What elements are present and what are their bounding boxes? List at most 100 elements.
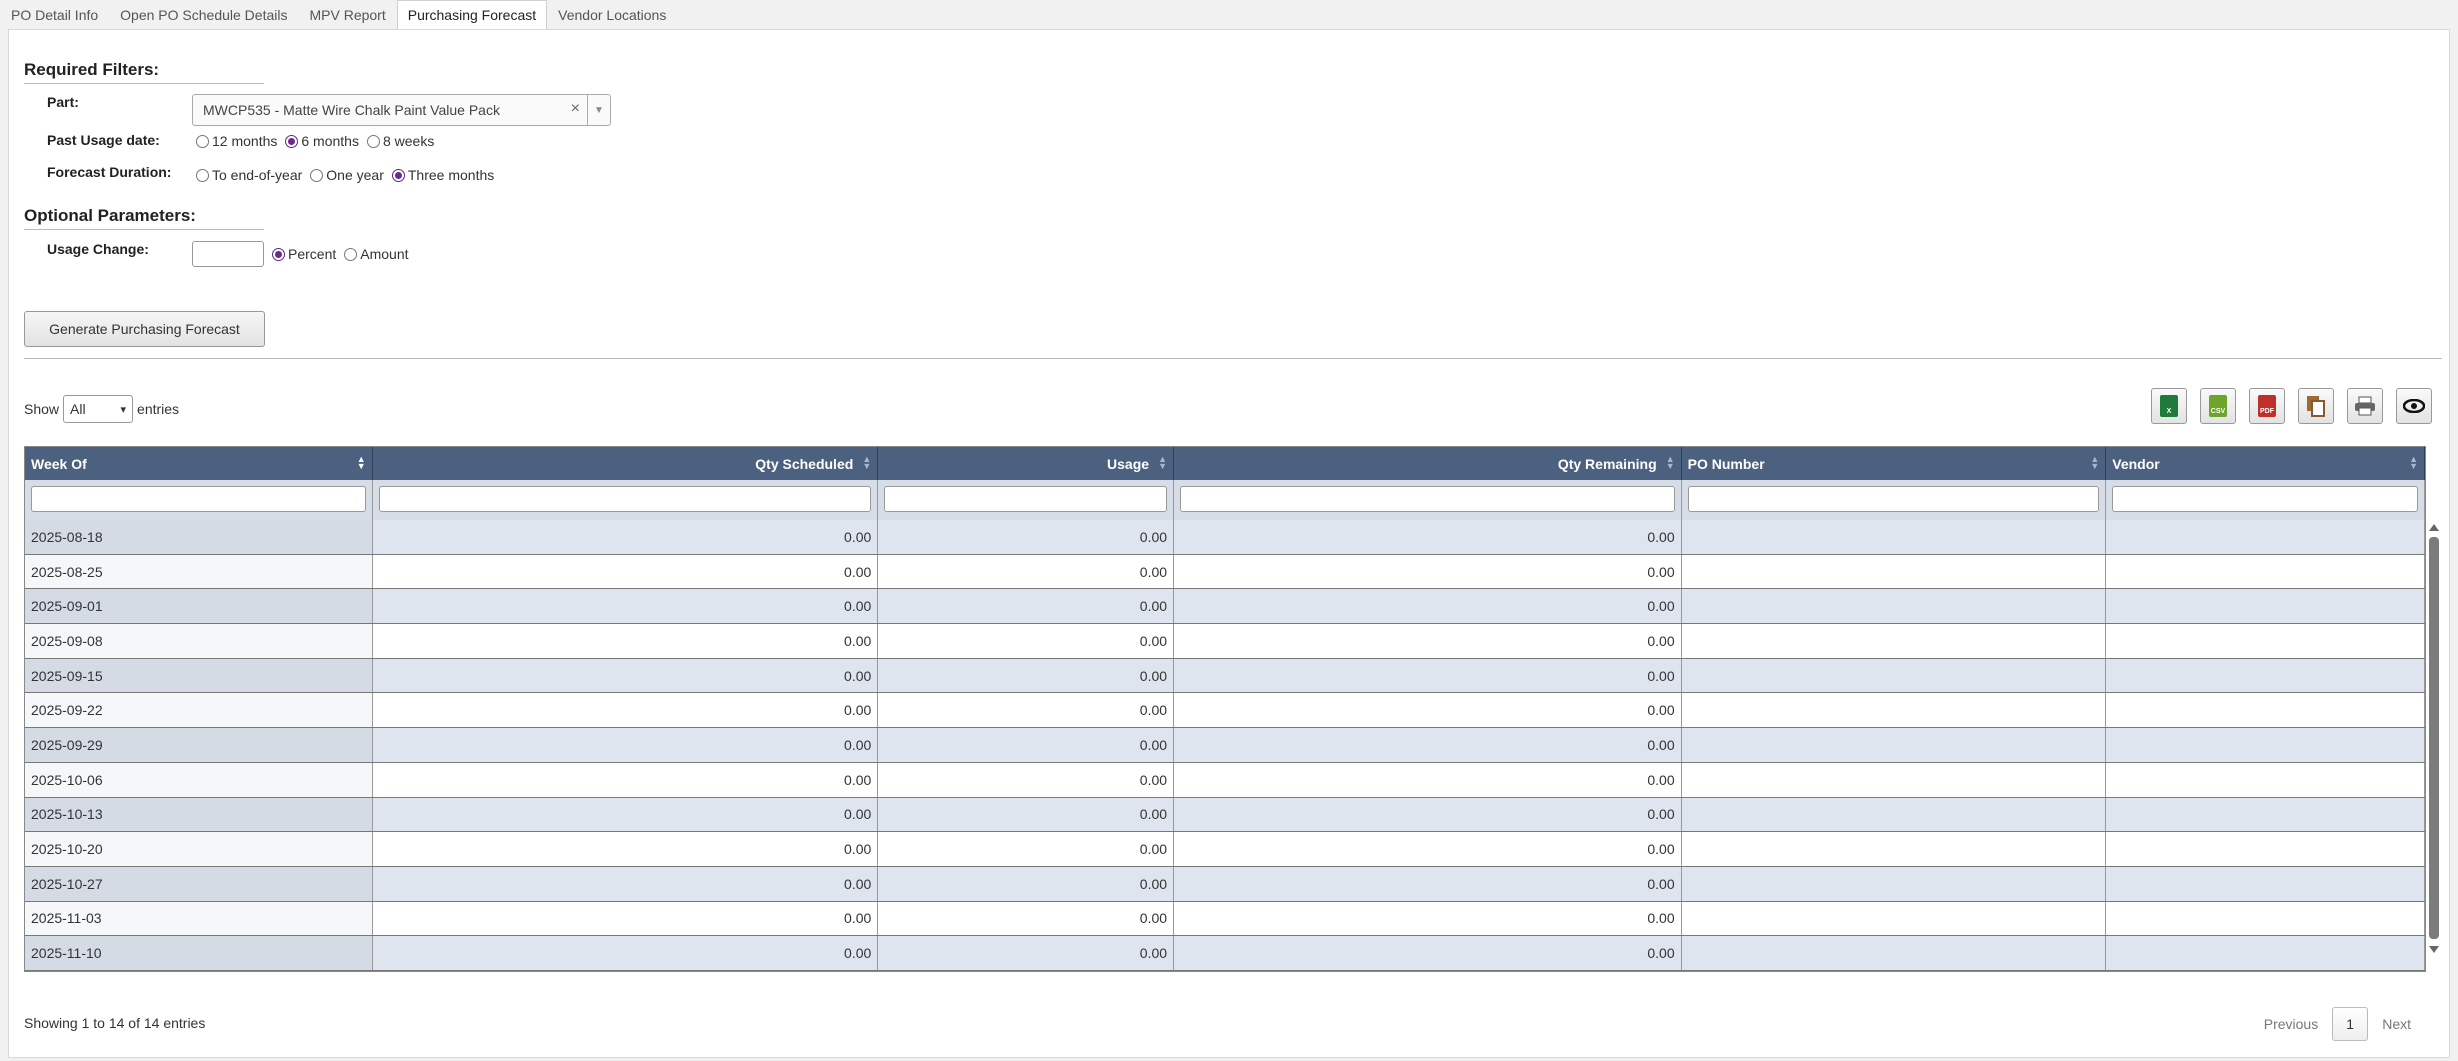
table-row[interactable]: 2025-10-13 0.00 0.00 0.00 xyxy=(25,797,2425,833)
pagination: Previous 1 Next xyxy=(2264,1007,2411,1041)
table-row[interactable]: 2025-09-08 0.00 0.00 0.00 xyxy=(25,624,2425,659)
table-row[interactable]: 2025-09-29 0.00 0.00 0.00 xyxy=(25,728,2425,763)
radio-one-year[interactable]: One year xyxy=(310,167,384,183)
sort-icon[interactable]: ▲ ▼ xyxy=(862,454,872,471)
scrollbar-graphic xyxy=(2429,524,2439,953)
radio-button[interactable] xyxy=(285,134,299,148)
sort-icon[interactable]: ▲ ▼ xyxy=(2090,454,2100,471)
chevron-down-icon[interactable]: ▼ xyxy=(587,95,610,125)
sort-icon[interactable]: ▲ ▼ xyxy=(1158,454,1168,471)
radio-percent[interactable]: Percent xyxy=(272,246,336,262)
radio-button[interactable] xyxy=(272,247,285,261)
entries-select[interactable]: All ▾ xyxy=(63,395,134,423)
print-export-button[interactable] xyxy=(2347,388,2383,424)
tab-open-po-schedule-details[interactable]: Open PO Schedule Details xyxy=(120,7,288,23)
tab-po-detail-info[interactable]: PO Detail Info xyxy=(11,7,99,23)
table-row[interactable]: 2025-09-15 0.00 0.00 0.00 xyxy=(25,658,2425,694)
radio-button[interactable] xyxy=(310,168,324,182)
optional-parameters-title: Optional Parameters: xyxy=(24,206,264,230)
radio-to-end-of-year[interactable]: To end-of-year xyxy=(196,167,302,183)
column-header-label: Vendor xyxy=(2112,455,2160,472)
table-cell: 0.00 xyxy=(373,554,879,589)
table-row[interactable]: 2025-10-20 0.00 0.00 0.00 xyxy=(25,832,2425,867)
column-header-qty-scheduled[interactable]: Qty Scheduled ▲ ▼ xyxy=(373,447,879,480)
table-row[interactable]: 2025-10-27 0.00 0.00 0.00 xyxy=(25,866,2425,902)
column-header-po-number[interactable]: PO Number ▲ ▼ xyxy=(1682,447,2107,480)
sort-icon[interactable]: ▲ ▼ xyxy=(356,454,366,471)
csv-export-button[interactable]: CSV xyxy=(2200,388,2236,424)
column-filter-input[interactable] xyxy=(378,486,872,512)
column-filter-input[interactable] xyxy=(2112,486,2418,512)
table-cell: 0.00 xyxy=(878,624,1175,658)
table-cell: 0.00 xyxy=(1174,832,1682,866)
radio-button[interactable] xyxy=(196,168,209,182)
part-select[interactable]: MWCP535 - Matte Wire Chalk Paint Value P… xyxy=(192,94,611,126)
table-row[interactable]: 2025-08-25 0.00 0.00 0.00 xyxy=(25,554,2425,590)
scrollbar-thumb xyxy=(2429,537,2439,939)
table-cell: 0.00 xyxy=(878,589,1175,624)
column-header-week-of[interactable]: Week Of ▲ ▼ xyxy=(25,447,373,480)
generate-purchasing-forecast-button[interactable]: Generate Purchasing Forecast xyxy=(24,311,265,347)
column-header-vendor[interactable]: Vendor ▲ ▼ xyxy=(2106,447,2425,480)
table-cell: 0.00 xyxy=(878,728,1175,762)
table-cell: 2025-09-29 xyxy=(25,728,373,762)
table-cell xyxy=(2106,866,2425,901)
table-cell: 0.00 xyxy=(1174,589,1682,624)
tab-vendor-locations[interactable]: Vendor Locations xyxy=(558,7,667,23)
excel-export-button[interactable]: X xyxy=(2151,388,2187,424)
table-row[interactable]: 2025-09-01 0.00 0.00 0.00 xyxy=(25,589,2425,625)
column-filter-input[interactable] xyxy=(1180,486,1675,512)
column-header-usage[interactable]: Usage ▲ ▼ xyxy=(878,447,1175,480)
table-cell xyxy=(2106,693,2425,728)
radio-8-weeks[interactable]: 8 weeks xyxy=(366,133,435,149)
page-button-1[interactable]: 1 xyxy=(2332,1007,2369,1041)
sort-icon[interactable]: ▲ ▼ xyxy=(2409,454,2418,471)
table-row[interactable]: 2025-11-10 0.00 0.00 0.00 xyxy=(25,936,2425,971)
tab-purchasing-forecast[interactable]: Purchasing Forecast xyxy=(396,0,548,29)
forecast-table: Week Of ▲ ▼ Qty Scheduled ▲ ▼ Usage ▲ ▼ Qty Remai… xyxy=(24,446,2439,972)
sort-icon[interactable]: ▲ ▼ xyxy=(1665,454,1675,471)
table-cell: 0.00 xyxy=(373,728,879,762)
radio-button[interactable] xyxy=(366,134,380,148)
table-cell: 0.00 xyxy=(1174,797,1682,832)
past-usage-label: Past Usage date: xyxy=(47,132,160,148)
table-row[interactable]: 2025-10-06 0.00 0.00 0.00 xyxy=(25,762,2425,798)
radio-button[interactable] xyxy=(391,168,405,182)
eye-export-button[interactable] xyxy=(2396,388,2432,424)
table-cell: 0.00 xyxy=(878,797,1175,832)
table-row[interactable]: 2025-09-22 0.00 0.00 0.00 xyxy=(25,693,2425,729)
table-cell: 0.00 xyxy=(1174,624,1682,658)
table-cell xyxy=(2106,901,2425,936)
radio-three-months[interactable]: Three months xyxy=(391,167,494,183)
copy-export-button[interactable] xyxy=(2298,388,2334,424)
clear-icon[interactable]: × xyxy=(570,100,580,117)
usage-change-input[interactable] xyxy=(192,241,264,267)
tab-mpv-report[interactable]: MPV Report xyxy=(309,7,386,23)
column-filter-input[interactable] xyxy=(31,486,366,512)
column-filter-row xyxy=(25,480,2425,520)
table-row[interactable]: 2025-08-18 0.00 0.00 0.00 xyxy=(25,520,2425,555)
table-cell: 0.00 xyxy=(878,901,1175,936)
radio-button[interactable] xyxy=(344,247,358,261)
table-scrollbar[interactable] xyxy=(2427,521,2441,972)
radio-label: 12 months xyxy=(212,133,278,149)
purchasing-forecast-panel: Required Filters: Part: MWCP535 - Matte … xyxy=(8,29,2450,1058)
table-cell: 0.00 xyxy=(373,797,879,832)
column-header-qty-remaining[interactable]: Qty Remaining ▲ ▼ xyxy=(1174,447,1682,480)
column-filter-input[interactable] xyxy=(1687,486,2100,512)
table-cell xyxy=(1682,658,2107,693)
pdf-export-button[interactable]: PDF xyxy=(2249,388,2285,424)
table-cell xyxy=(2106,762,2425,797)
table-cell: 2025-09-15 xyxy=(25,658,373,693)
next-button[interactable]: Next xyxy=(2382,1016,2411,1032)
filter-cell xyxy=(1682,480,2107,520)
table-cell: 0.00 xyxy=(878,520,1175,554)
radio-button[interactable] xyxy=(196,134,209,148)
table-row[interactable]: 2025-11-03 0.00 0.00 0.00 xyxy=(25,901,2425,937)
radio-12-months[interactable]: 12 months xyxy=(196,133,277,149)
column-filter-input[interactable] xyxy=(884,486,1168,512)
radio-6-months[interactable]: 6 months xyxy=(285,133,359,149)
previous-button[interactable]: Previous xyxy=(2263,1016,2319,1032)
radio-amount[interactable]: Amount xyxy=(344,246,409,262)
radio-label: 8 weeks xyxy=(382,133,435,149)
